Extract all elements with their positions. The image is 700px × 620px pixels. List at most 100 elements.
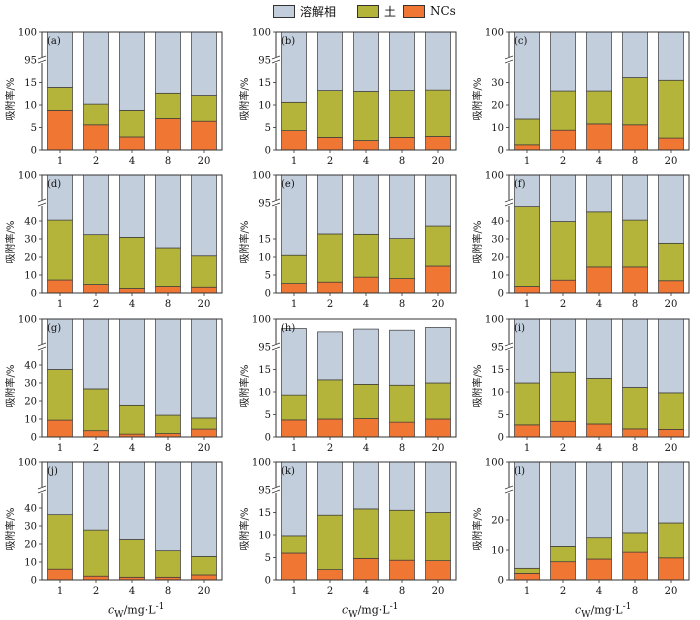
y-tick-label: 10	[258, 388, 271, 399]
bar-segment	[353, 508, 379, 559]
y-tick-label: 30	[24, 522, 37, 533]
plot-frame	[508, 318, 690, 438]
bar-segment	[281, 101, 307, 132]
x-tick-label: 20	[432, 443, 445, 454]
bar-segment	[425, 418, 451, 438]
chart-panel: 1 2 4 8 20 0 10 20 30 40 100 (g) 吸附率/%	[4, 315, 223, 454]
x-tick-label: 8	[632, 156, 638, 167]
chart-panel: 1 2 4 8 20 0 5 10 15 95 100 (a) 吸附率/%	[4, 28, 223, 167]
y-tick-label: 0	[31, 289, 37, 300]
bar-segment	[191, 318, 217, 419]
axis-break-mark	[271, 55, 281, 60]
y-tick-label: 15	[24, 78, 37, 89]
axis-break-mark	[504, 59, 514, 64]
bar-segment	[586, 211, 612, 268]
y-axis-label: 吸附率/%	[4, 78, 17, 121]
panel-label: (b)	[281, 36, 295, 47]
y-axis-label: 吸附率/%	[4, 508, 17, 551]
bar-segment	[47, 514, 73, 570]
y-tick-label: 100	[252, 171, 271, 182]
axis-break-mark	[37, 342, 47, 347]
bar-segment	[119, 110, 145, 138]
y-tick-label: 100	[485, 315, 504, 326]
bar-segment	[658, 174, 684, 244]
axis-break-mark	[504, 55, 514, 60]
x-tick-label: 2	[560, 443, 566, 454]
bar-segment	[119, 288, 145, 294]
axis-break-mark	[271, 202, 281, 207]
bar-segment	[622, 387, 648, 430]
bar-segment	[622, 532, 648, 553]
x-tick-label: 4	[129, 299, 135, 310]
bar-segment	[155, 414, 181, 434]
bar-segment	[191, 428, 217, 438]
bar-segment	[658, 79, 684, 139]
bar-segment	[658, 522, 684, 559]
y-axis-label: 吸附率/%	[471, 221, 484, 264]
x-axis-label-rest: /mg·L	[357, 603, 390, 617]
axis-break-gap	[272, 200, 280, 206]
bar-segment	[425, 136, 451, 151]
y-tick-label: 0	[498, 576, 504, 587]
x-tick-label: 2	[93, 156, 99, 167]
panel-label: (c)	[514, 36, 528, 47]
bar-segment	[425, 461, 451, 513]
plot-frame	[275, 174, 457, 294]
bar-segment	[353, 418, 379, 438]
bar-segment	[191, 95, 217, 122]
y-tick-label: 40	[491, 217, 504, 228]
bar-segment	[281, 130, 307, 151]
y-tick-label: 100	[485, 171, 504, 182]
bar-segment	[353, 461, 379, 510]
bar-segment	[317, 233, 343, 283]
x-tick-label: 4	[129, 443, 135, 454]
y-tick-label: 0	[31, 576, 37, 587]
x-tick-label: 1	[524, 156, 530, 167]
bar-segment	[622, 551, 648, 581]
bar-segment	[191, 286, 217, 294]
x-axis-label-base: c	[108, 603, 115, 617]
y-tick-label: 20	[24, 397, 37, 408]
bar-segment	[353, 558, 379, 581]
bar-segment	[119, 404, 145, 435]
y-tick-label: 100	[252, 458, 271, 469]
y-tick-label: 0	[498, 433, 504, 444]
bar-segment	[119, 318, 145, 406]
x-axis-label-sup: -1	[155, 601, 165, 612]
y-tick-label: 40	[24, 361, 37, 372]
plot-frame	[41, 318, 223, 438]
bar-segment	[550, 318, 576, 373]
y-tick-label: 10	[491, 388, 504, 399]
y-tick-label: 5	[265, 271, 271, 282]
x-axis-label-sup: -1	[622, 601, 632, 612]
bar-segment	[83, 103, 109, 126]
y-tick-label: 30	[24, 235, 37, 246]
y-tick-label: 100	[18, 171, 37, 182]
panel-label: (e)	[281, 179, 295, 190]
axis-break-mark	[504, 485, 514, 490]
panel-label: (a)	[47, 36, 61, 47]
bar-segment	[83, 124, 109, 151]
x-tick-label: 4	[596, 156, 602, 167]
y-tick-label: 15	[258, 78, 271, 89]
bar-segment	[550, 279, 576, 294]
y-tick-label: 15	[258, 365, 271, 376]
x-axis-label-rest: /mg·L	[123, 603, 156, 617]
bar-segment	[47, 279, 73, 294]
y-axis-label: 吸附率/%	[238, 508, 251, 551]
bar-segment	[389, 31, 415, 91]
bar-segment	[281, 419, 307, 438]
bar-segment	[47, 461, 73, 516]
bar-segment	[658, 137, 684, 151]
y-tick-label: 95	[258, 56, 271, 67]
x-axis-label-col3: cW/mg·L-1	[575, 601, 632, 620]
bar-segment	[550, 31, 576, 92]
x-tick-label: 8	[165, 586, 171, 597]
bar-segment	[514, 118, 540, 146]
x-tick-label: 8	[165, 443, 171, 454]
axis-break-mark	[271, 485, 281, 490]
x-axis-label-rest: /mg·L	[590, 603, 623, 617]
y-tick-label: 30	[491, 78, 504, 89]
bar-segment	[83, 318, 109, 390]
